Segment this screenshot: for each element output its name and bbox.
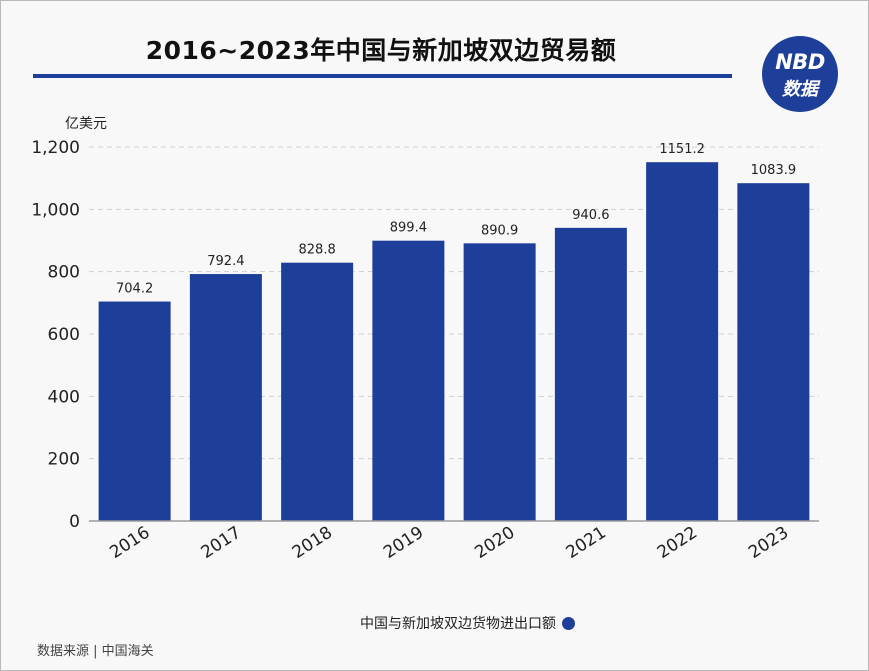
legend: 中国与新加坡双边货物进出口额 [1,613,575,637]
x-tick-label: 2020 [471,523,518,563]
legend-swatch [562,617,575,630]
legend-label: 中国与新加坡双边货物进出口额 [360,616,556,632]
x-tick-label: 2018 [289,523,336,563]
bar-value-label: 1151.2 [659,142,705,157]
logo-text-nbd: NBD [775,50,825,74]
y-tick-label: 600 [48,325,80,345]
y-tick-label: 200 [48,450,80,470]
bar [554,227,627,522]
bar [463,243,536,521]
bar [281,262,354,521]
x-tick-label: 2019 [380,523,427,563]
x-tick-label: 2016 [106,523,153,563]
bar [189,274,262,521]
y-tick-label: 800 [48,263,80,283]
title-underline [33,74,732,78]
bar [98,301,171,521]
y-tick-label: 400 [48,387,80,407]
bar-value-label: 828.8 [299,243,336,258]
x-tick-label: 2021 [563,523,610,563]
bar [646,162,719,521]
bar-value-label: 1083.9 [751,163,797,178]
data-source: 数据来源 | 中国海关 [37,644,154,659]
x-tick-label: 2023 [745,523,792,563]
bar-value-label: 792.4 [207,254,244,269]
x-tick-label: 2022 [654,523,701,563]
bar-value-label: 940.6 [572,208,609,223]
chart-title: 2016~2023年中国与新加坡双边贸易额 [145,36,617,65]
y-tick-label: 0 [69,512,80,532]
bar-value-label: 899.4 [390,221,427,236]
logo-text-data: 数据 [782,79,818,100]
bar-value-label: 704.2 [116,282,153,297]
bar [737,183,810,521]
nbd-logo: NBD 数据 [762,36,838,112]
bar [372,240,445,521]
y-tick-label: 1,200 [31,138,80,158]
y-tick-label: 1,000 [31,200,80,220]
x-tick-label: 2017 [198,523,245,563]
bar-value-label: 890.9 [481,223,518,238]
y-axis-unit-label: 亿美元 [65,116,107,132]
